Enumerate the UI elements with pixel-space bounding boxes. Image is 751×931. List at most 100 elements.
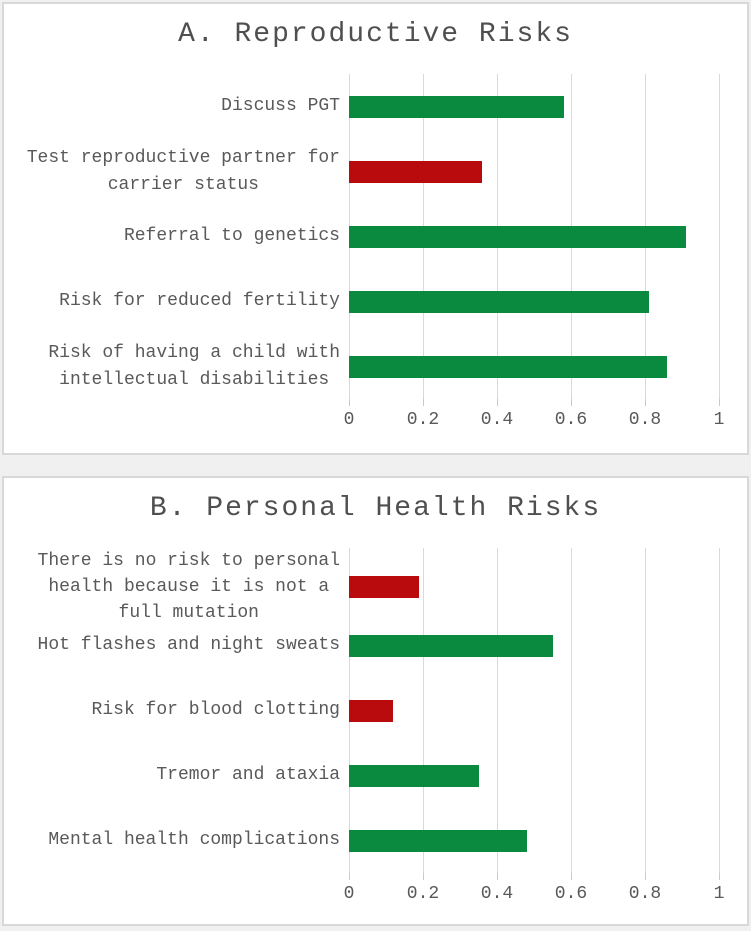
gridline <box>719 548 720 873</box>
tick-label: 0.6 <box>554 884 588 904</box>
tick-label: 0.2 <box>406 884 440 904</box>
bar <box>349 576 420 599</box>
bar-track <box>349 139 719 204</box>
plot-area: There is no risk to personal health beca… <box>4 548 747 873</box>
category-label: Referral to genetics <box>123 226 340 247</box>
tick-label: 0.8 <box>628 410 662 430</box>
bar-track <box>349 269 719 334</box>
chart-row: Risk for blood clotting <box>4 678 747 743</box>
bar-track-cell <box>349 743 747 808</box>
tick-mark <box>423 873 424 880</box>
bar-chart-a: Discuss PGT Test reproductive partner for… <box>4 74 747 437</box>
chart-row: Mental health complications <box>4 808 747 873</box>
tick-mark <box>719 873 720 880</box>
category-label: Discuss PGT <box>221 96 340 117</box>
category-label-cell: Tremor and ataxia <box>4 743 349 808</box>
tick-mark <box>423 399 424 406</box>
tick-label: 0.8 <box>628 884 662 904</box>
bar-track <box>349 334 719 399</box>
chart-row: Risk for reduced fertility <box>4 269 747 334</box>
chart-row: There is no risk to personal health beca… <box>4 548 747 623</box>
category-label: Tremor and ataxia <box>156 765 340 786</box>
tick-mark <box>571 873 572 880</box>
chart-row: Referral to genetics <box>4 204 747 269</box>
bar <box>349 699 394 722</box>
tick-label: 0 <box>343 410 355 430</box>
bar-track-cell <box>349 548 747 626</box>
bar-rows: Discuss PGT Test reproductive partner for… <box>4 74 747 399</box>
plot-area: Discuss PGT Test reproductive partner for… <box>4 74 747 399</box>
tick-mark <box>497 873 498 880</box>
x-axis: 0 0.2 0.4 0.6 0.8 1 <box>344 399 724 437</box>
bar-track <box>349 613 719 678</box>
gridline <box>571 548 572 873</box>
chart-row: Tremor and ataxia <box>4 743 747 808</box>
tick-label: 0.4 <box>480 884 514 904</box>
tick-mark <box>645 399 646 406</box>
bar <box>349 95 564 118</box>
bar-track <box>349 808 719 873</box>
tick-mark <box>571 399 572 406</box>
panel-personal-health-risks: B. Personal Health Risks There is no ris… <box>2 476 749 926</box>
category-label-cell: Risk for reduced fertility <box>4 269 349 334</box>
category-label-cell: Risk of having a child with intellectual… <box>4 334 349 399</box>
bar <box>349 290 649 313</box>
category-label-cell: Discuss PGT <box>4 74 349 139</box>
gridline <box>645 548 646 873</box>
category-label-cell: Referral to genetics <box>4 204 349 269</box>
bar-track-cell <box>349 139 747 204</box>
tick-mark <box>349 873 350 880</box>
panel-reproductive-risks: A. Reproductive Risks Discuss PGT Test re… <box>2 2 749 455</box>
bar-chart-b: There is no risk to personal health beca… <box>4 548 747 911</box>
category-label-cell: Risk for blood clotting <box>4 678 349 743</box>
bar <box>349 829 527 852</box>
bar-track <box>349 74 719 139</box>
tick-mark <box>349 399 350 406</box>
bar-track <box>349 204 719 269</box>
gridline <box>497 548 498 873</box>
category-label-cell: Mental health complications <box>4 808 349 873</box>
tick-label: 1 <box>713 410 725 430</box>
category-label: Risk for reduced fertility <box>59 291 340 312</box>
tick-label: 0.4 <box>480 410 514 430</box>
bar-track <box>349 743 719 808</box>
bar-track-cell <box>349 74 747 139</box>
bar-track-cell <box>349 808 747 873</box>
category-label-cell: Hot flashes and night sweats <box>4 613 349 678</box>
category-label: There is no risk to personal health beca… <box>37 551 340 624</box>
bar-track-cell <box>349 334 747 399</box>
tick-mark <box>719 399 720 406</box>
bar-track <box>349 548 719 626</box>
bar <box>349 355 668 378</box>
category-label: Risk of having a child with intellectual… <box>48 343 340 390</box>
chart-title-a: A. Reproductive Risks <box>178 19 573 50</box>
bar-rows: There is no risk to personal health beca… <box>4 548 747 873</box>
chart-row: Test reproductive partner for carrier st… <box>4 139 747 204</box>
bar <box>349 764 479 787</box>
category-label: Test reproductive partner for carrier st… <box>26 148 340 195</box>
category-label: Risk for blood clotting <box>91 700 340 721</box>
bar <box>349 634 553 657</box>
bar-track-cell <box>349 678 747 743</box>
tick-label: 0.2 <box>406 410 440 430</box>
category-label: Hot flashes and night sweats <box>37 635 340 656</box>
tick-mark <box>497 399 498 406</box>
chart-title-b: B. Personal Health Risks <box>149 493 602 524</box>
tick-label: 0 <box>343 884 355 904</box>
bar-track-cell <box>349 269 747 334</box>
bar-track <box>349 678 719 743</box>
gridline <box>719 74 720 399</box>
category-label-cell: Test reproductive partner for carrier st… <box>4 139 349 204</box>
tick-label: 0.6 <box>554 410 588 430</box>
gridline <box>423 548 424 873</box>
chart-row: Hot flashes and night sweats <box>4 613 747 678</box>
category-label-cell: There is no risk to personal health beca… <box>4 548 349 626</box>
tick-mark <box>645 873 646 880</box>
bar-track-cell <box>349 204 747 269</box>
bar <box>349 225 686 248</box>
tick-label: 1 <box>713 884 725 904</box>
chart-row: Risk of having a child with intellectual… <box>4 334 747 399</box>
bar-track-cell <box>349 613 747 678</box>
category-label: Mental health complications <box>48 830 340 851</box>
bar <box>349 160 483 183</box>
